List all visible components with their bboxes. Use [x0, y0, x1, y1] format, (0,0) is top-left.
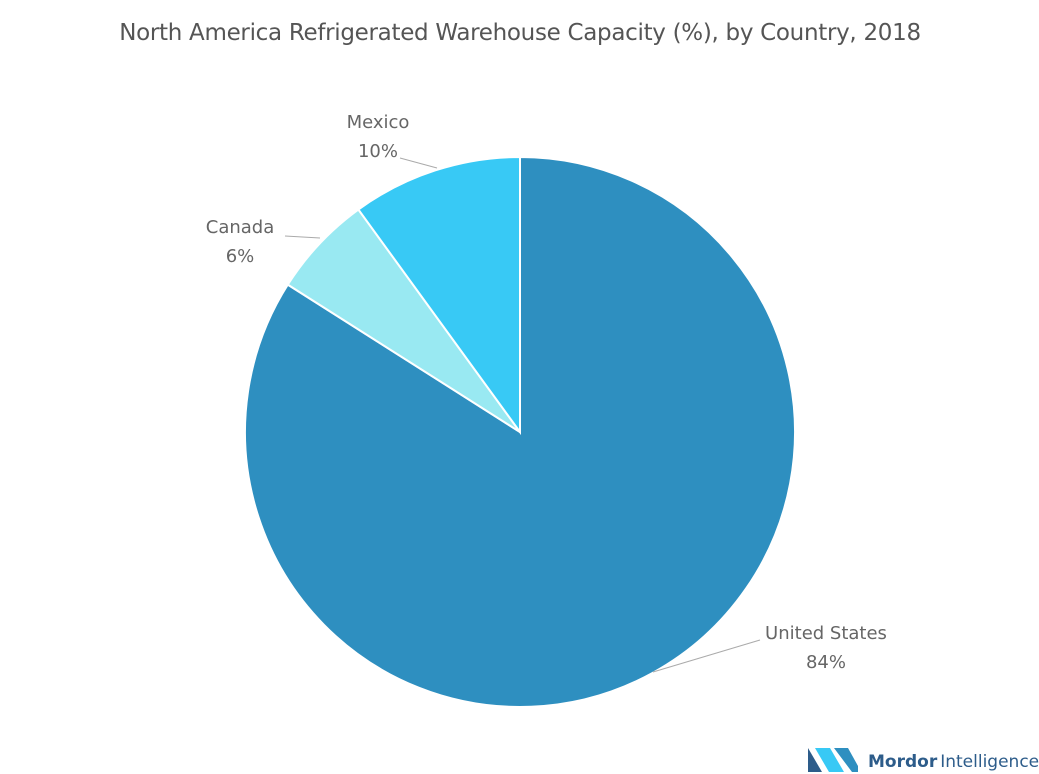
leader-line: [399, 157, 438, 169]
leader-line: [284, 235, 321, 239]
leader-line: [652, 639, 761, 673]
logo-icon: [808, 748, 858, 772]
slice-label: Canada: [206, 217, 275, 238]
slice-label: United States: [765, 623, 887, 644]
slice-value-label: 10%: [358, 141, 398, 162]
slice-value-label: 6%: [226, 246, 255, 267]
chart-title: North America Refrigerated Warehouse Cap…: [119, 20, 921, 46]
slice-label: Mexico: [347, 112, 410, 133]
logo-suffix: Intelligence: [940, 752, 1039, 772]
pie-slice: [356, 155, 521, 436]
logo-brand: Mordor: [868, 752, 938, 772]
logo-text: Mordor Intelligence: [868, 752, 1039, 772]
slice-value-label: 84%: [806, 652, 846, 673]
